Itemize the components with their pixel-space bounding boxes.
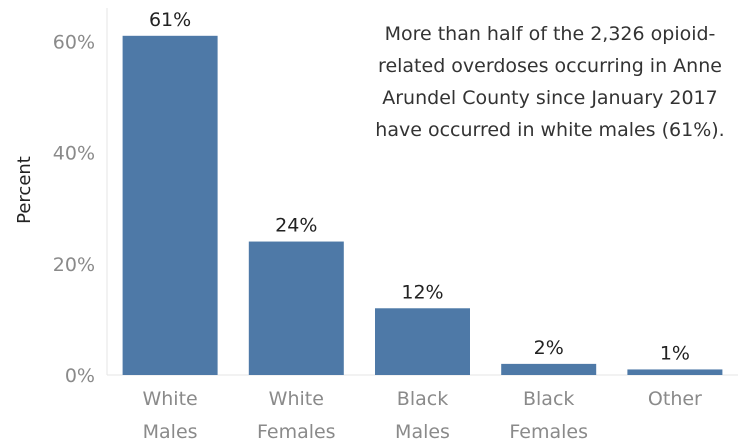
bar-data-label: 12% — [401, 281, 443, 303]
y-axis-ticks: 0% 20% 40% 60% — [53, 31, 95, 387]
y-axis-title: Percent — [14, 156, 35, 224]
x-category-label: White — [269, 388, 324, 410]
bar — [627, 369, 723, 375]
bar-data-label: 61% — [149, 9, 191, 31]
y-tick-label: 40% — [53, 143, 95, 165]
y-tick-label: 20% — [53, 254, 95, 276]
bar — [248, 241, 344, 375]
bar-data-label: 1% — [660, 342, 690, 364]
x-axis-labels: White Males White Females Black Males Black Fem… — [142, 388, 702, 441]
x-category-label: Black — [523, 388, 574, 410]
bar — [375, 308, 470, 375]
bars-group — [122, 35, 723, 375]
x-category-label: Black — [397, 388, 448, 410]
y-tick-label: 60% — [53, 31, 95, 53]
chart-annotation: More than half of the 2,326 opioid-relat… — [375, 23, 725, 141]
bar-data-label: 24% — [275, 215, 317, 237]
x-category-label: Females — [509, 421, 588, 441]
bar — [122, 35, 218, 375]
bar-data-label: 2% — [534, 337, 564, 359]
y-tick-label: 0% — [65, 365, 95, 387]
x-category-label: White — [142, 388, 197, 410]
x-category-label: Males — [395, 421, 450, 441]
x-category-label: Other — [648, 388, 702, 410]
data-labels-group: 61% 24% 12% 2% 1% — [149, 9, 690, 365]
x-category-label: Females — [257, 421, 336, 441]
x-category-label: Males — [143, 421, 198, 441]
bar — [501, 363, 597, 375]
